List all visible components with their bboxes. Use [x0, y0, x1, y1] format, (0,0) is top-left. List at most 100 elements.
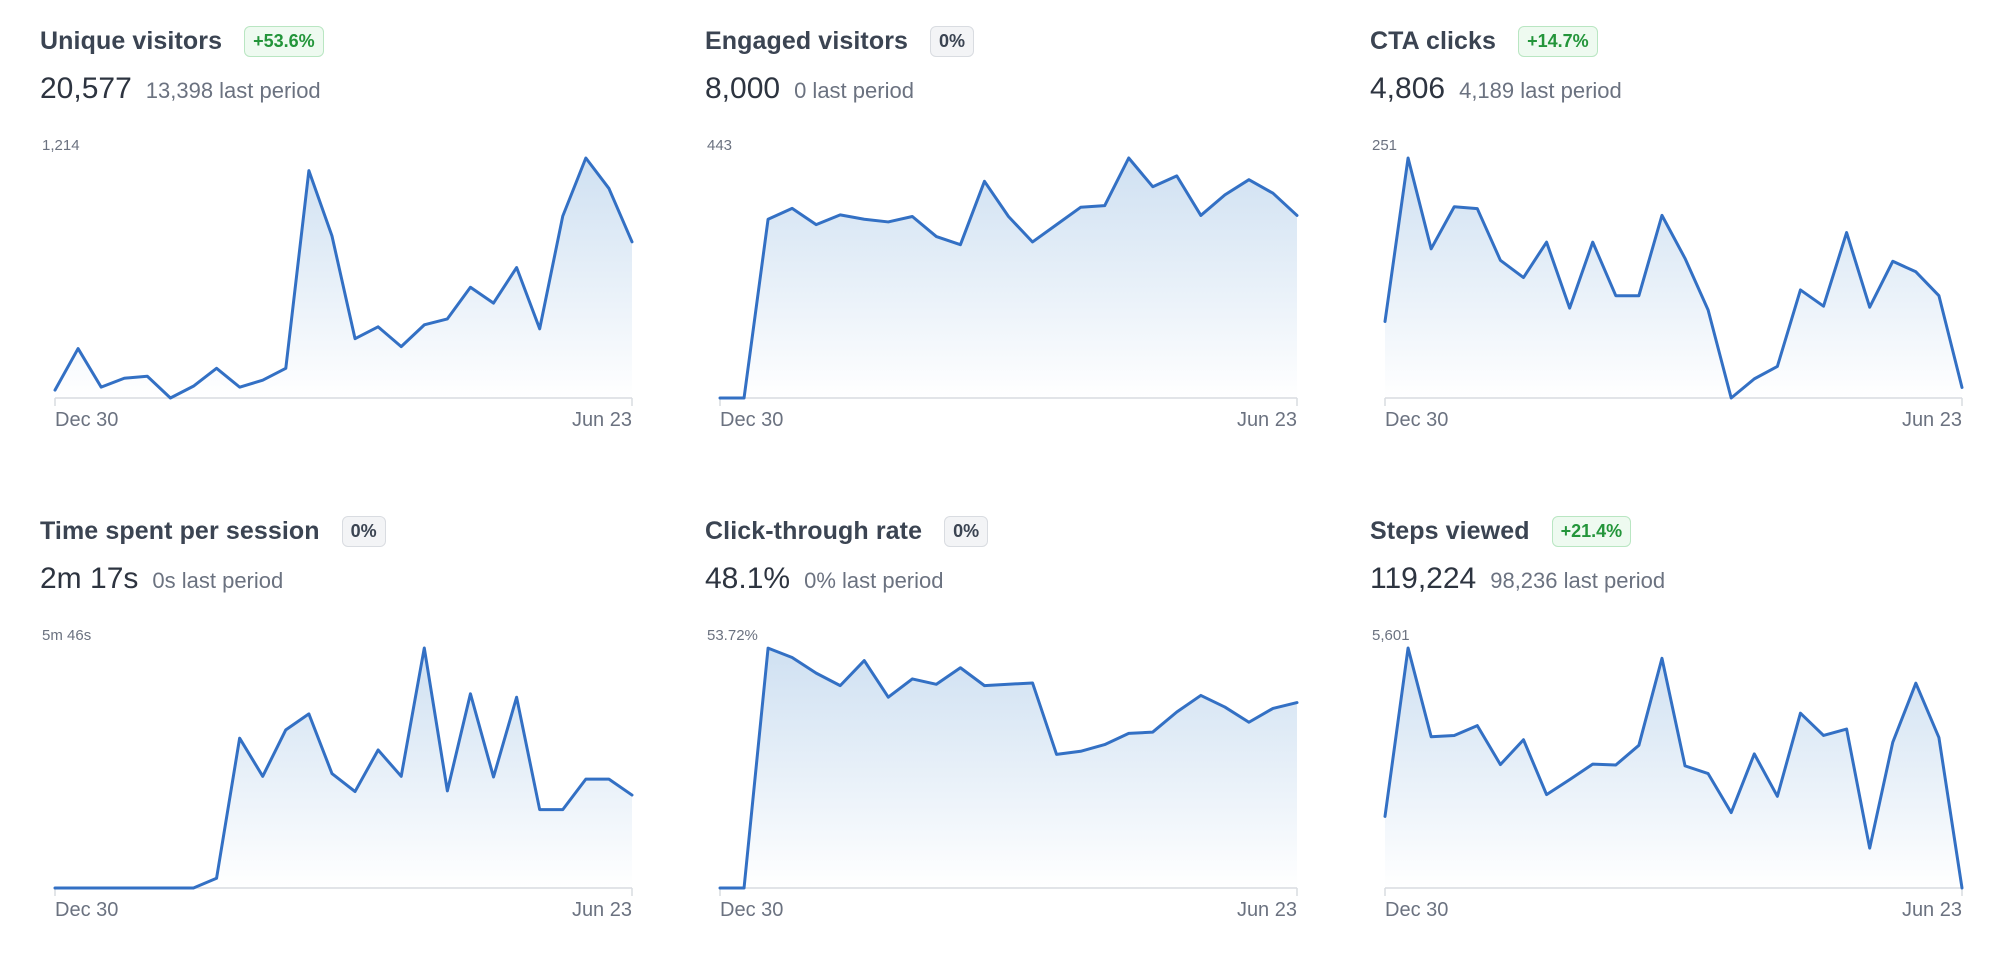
data-point[interactable]: [740, 884, 748, 892]
data-point[interactable]: [420, 321, 428, 329]
data-point[interactable]: [490, 773, 498, 781]
data-point[interactable]: [259, 376, 267, 384]
data-point[interactable]: [1566, 776, 1574, 784]
data-point[interactable]: [189, 382, 197, 390]
data-point[interactable]: [305, 167, 313, 175]
data-point[interactable]: [351, 788, 359, 796]
data-point[interactable]: [628, 791, 636, 799]
data-point[interactable]: [559, 212, 567, 220]
data-point[interactable]: [443, 315, 451, 323]
data-point[interactable]: [1612, 761, 1620, 769]
data-point[interactable]: [74, 884, 82, 892]
data-point[interactable]: [836, 211, 844, 219]
data-point[interactable]: [1293, 211, 1301, 219]
data-point[interactable]: [1519, 736, 1527, 744]
data-point[interactable]: [236, 383, 244, 391]
data-point[interactable]: [282, 726, 290, 734]
data-point[interactable]: [1473, 205, 1481, 213]
data-point[interactable]: [143, 372, 151, 380]
data-point[interactable]: [1197, 691, 1205, 699]
data-point[interactable]: [1589, 238, 1597, 246]
data-point[interactable]: [120, 374, 128, 382]
data-point[interactable]: [466, 283, 474, 291]
data-point[interactable]: [1005, 680, 1013, 688]
data-point[interactable]: [536, 806, 544, 814]
data-point[interactable]: [932, 680, 940, 688]
data-point[interactable]: [374, 746, 382, 754]
data-point[interactable]: [1053, 221, 1061, 229]
data-point[interactable]: [1750, 750, 1758, 758]
data-point[interactable]: [328, 232, 336, 240]
data-point[interactable]: [740, 394, 748, 402]
data-point[interactable]: [1681, 762, 1689, 770]
data-point[interactable]: [1912, 679, 1920, 687]
data-point[interactable]: [1473, 722, 1481, 730]
data-point[interactable]: [1912, 268, 1920, 276]
data-point[interactable]: [1496, 761, 1504, 769]
data-point[interactable]: [908, 213, 916, 221]
data-point[interactable]: [1404, 154, 1412, 162]
data-point[interactable]: [189, 884, 197, 892]
data-point[interactable]: [1750, 375, 1758, 383]
data-point[interactable]: [1450, 203, 1458, 211]
data-point[interactable]: [812, 221, 820, 229]
data-point[interactable]: [305, 710, 313, 718]
data-point[interactable]: [166, 884, 174, 892]
data-point[interactable]: [1820, 302, 1828, 310]
data-point[interactable]: [956, 664, 964, 672]
data-point[interactable]: [1077, 747, 1085, 755]
data-point[interactable]: [764, 644, 772, 652]
data-point[interactable]: [1820, 731, 1828, 739]
data-point[interactable]: [1543, 791, 1551, 799]
data-point[interactable]: [716, 394, 724, 402]
data-point[interactable]: [351, 335, 359, 343]
data-point[interactable]: [812, 669, 820, 677]
data-point[interactable]: [582, 775, 590, 783]
data-point[interactable]: [605, 775, 613, 783]
data-point[interactable]: [1796, 286, 1804, 294]
data-point[interactable]: [605, 184, 613, 192]
data-point[interactable]: [1293, 699, 1301, 707]
data-point[interactable]: [1889, 257, 1897, 265]
data-point[interactable]: [1566, 304, 1574, 312]
data-point[interactable]: [1612, 292, 1620, 300]
data-point[interactable]: [397, 343, 405, 351]
data-point[interactable]: [1005, 213, 1013, 221]
data-point[interactable]: [1704, 306, 1712, 314]
data-point[interactable]: [716, 884, 724, 892]
data-point[interactable]: [74, 345, 82, 353]
data-point[interactable]: [1519, 274, 1527, 282]
data-point[interactable]: [1935, 734, 1943, 742]
data-point[interactable]: [1427, 245, 1435, 253]
data-point[interactable]: [1958, 383, 1966, 391]
data-point[interactable]: [980, 682, 988, 690]
data-point[interactable]: [1681, 254, 1689, 262]
data-point[interactable]: [788, 204, 796, 212]
data-point[interactable]: [1704, 770, 1712, 778]
data-point[interactable]: [1404, 644, 1412, 652]
data-point[interactable]: [259, 772, 267, 780]
data-point[interactable]: [1221, 191, 1229, 199]
data-point[interactable]: [1773, 362, 1781, 370]
data-point[interactable]: [466, 690, 474, 698]
data-point[interactable]: [120, 884, 128, 892]
data-point[interactable]: [1125, 729, 1133, 737]
data-point[interactable]: [628, 238, 636, 246]
data-point[interactable]: [1958, 884, 1966, 892]
data-point[interactable]: [764, 215, 772, 223]
data-point[interactable]: [1173, 172, 1181, 180]
data-point[interactable]: [1658, 654, 1666, 662]
data-point[interactable]: [1029, 679, 1037, 687]
data-point[interactable]: [582, 154, 590, 162]
data-point[interactable]: [559, 806, 567, 814]
data-point[interactable]: [884, 218, 892, 226]
data-point[interactable]: [1635, 741, 1643, 749]
data-point[interactable]: [1866, 844, 1874, 852]
data-point[interactable]: [1149, 183, 1157, 191]
data-point[interactable]: [1269, 704, 1277, 712]
data-point[interactable]: [490, 299, 498, 307]
data-point[interactable]: [1935, 292, 1943, 300]
data-point[interactable]: [443, 787, 451, 795]
data-point[interactable]: [1381, 812, 1389, 820]
data-point[interactable]: [213, 874, 221, 882]
